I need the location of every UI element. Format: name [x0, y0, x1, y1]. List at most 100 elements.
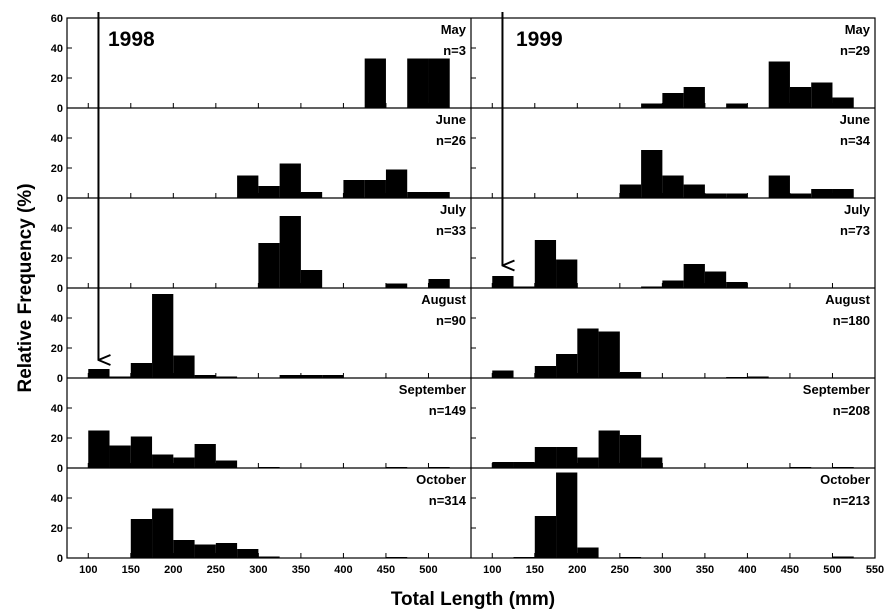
x-tick-label: 100 [79, 564, 97, 576]
histogram-bar [556, 447, 578, 468]
sample-size-label: n=149 [429, 403, 466, 418]
histogram-bar [109, 445, 131, 468]
x-tick-label: 350 [696, 564, 714, 576]
histogram-bar [173, 457, 195, 468]
histogram-bar [300, 192, 323, 198]
x-axis-title: Total Length (mm) [391, 589, 555, 609]
x-tick-label: 300 [653, 564, 671, 576]
sample-size-label: n=90 [436, 313, 466, 328]
month-label: July [440, 202, 467, 217]
histogram-bar [279, 375, 301, 378]
histogram-bar [258, 556, 280, 558]
y-axis-title: Relative Frequency (%) [15, 183, 36, 392]
histogram-bar [492, 370, 514, 378]
histogram-bar [407, 58, 429, 108]
histogram-bar [173, 355, 195, 378]
histogram-bar [641, 457, 663, 468]
histogram-bar [364, 58, 386, 108]
histogram-bar [832, 97, 854, 108]
x-tick-label: 450 [781, 564, 799, 576]
x-tick-label: 500 [419, 564, 437, 576]
y-tick-label: 0 [57, 373, 63, 385]
y-tick-label: 40 [51, 493, 63, 505]
y-tick-label: 40 [51, 223, 63, 235]
histogram-bar [534, 366, 557, 378]
y-tick-label: 20 [51, 253, 63, 265]
y-tick-label: 20 [51, 433, 63, 445]
histogram-bar [385, 467, 408, 468]
histogram-bar [747, 376, 769, 378]
y-tick-label: 40 [51, 313, 63, 325]
sample-size-label: n=29 [840, 43, 870, 58]
histogram-bar [152, 454, 174, 468]
histogram-bar [832, 467, 854, 468]
x-tick-label: 250 [611, 564, 629, 576]
month-label: August [825, 292, 870, 307]
histogram-bar [534, 447, 557, 468]
histogram-bar [598, 331, 620, 378]
month-label: July [844, 202, 871, 217]
histogram-bar [300, 375, 323, 378]
histogram-bars [88, 58, 854, 558]
sample-size-label: n=314 [429, 493, 467, 508]
month-label: September [803, 382, 870, 397]
histogram-bar [513, 286, 535, 288]
histogram-bar [556, 354, 578, 378]
histogram-bar [619, 557, 642, 558]
y-tick-label: 20 [51, 163, 63, 175]
y-tick-label: 40 [51, 43, 63, 55]
x-tick-label: 250 [207, 564, 225, 576]
histogram-bar [492, 276, 514, 288]
month-label: August [421, 292, 466, 307]
x-tick-label: 350 [292, 564, 310, 576]
histogram-bar [88, 369, 110, 378]
histogram-bar [322, 375, 344, 378]
month-label: May [441, 22, 467, 37]
histogram-bar [832, 189, 854, 198]
sample-size-label: n=213 [833, 493, 870, 508]
histogram-bar [152, 508, 174, 558]
x-tick-label: 150 [122, 564, 140, 576]
month-label: October [416, 472, 466, 487]
sample-size-label: n=34 [840, 133, 871, 148]
x-tick-label: 300 [249, 564, 267, 576]
histogram-bar [577, 547, 599, 558]
y-tick-label: 20 [51, 343, 63, 355]
histogram-bar [237, 549, 259, 558]
year-label: 1999 [516, 28, 563, 51]
y-tick-label: 40 [51, 133, 63, 145]
x-tick-label: 100 [483, 564, 501, 576]
histogram-bar [492, 462, 514, 468]
x-tick-label: 400 [738, 564, 756, 576]
histogram-bar [704, 271, 727, 288]
sample-size-label: n=33 [436, 223, 466, 238]
month-label: June [436, 112, 466, 127]
histogram-bar [428, 467, 450, 468]
y-tick-label: 60 [51, 13, 63, 25]
histogram-bar [194, 444, 216, 468]
histogram-bar [811, 82, 833, 108]
histogram-bar [300, 270, 323, 288]
histogram-bar [513, 557, 535, 558]
histogram-bar [258, 243, 280, 288]
histogram-bar [641, 150, 663, 198]
sample-size-label: n=180 [833, 313, 870, 328]
axis-ticks: 100 150 200 250 300 350 400 450 500 100 150 200 250 3… [51, 13, 884, 576]
histogram-bar [513, 462, 535, 468]
histogram-bar [811, 189, 833, 198]
sample-size-label: n=73 [840, 223, 870, 238]
histogram-bar [619, 435, 642, 468]
y-tick-label: 0 [57, 103, 63, 115]
histogram-bar [704, 193, 727, 198]
histogram-bar [364, 180, 386, 198]
sample-size-label: n=26 [436, 133, 466, 148]
month-label: October [820, 472, 870, 487]
histogram-bar [385, 557, 408, 558]
histogram-bar [428, 192, 450, 198]
histogram-bar [534, 516, 557, 558]
histogram-bar [726, 103, 748, 108]
histogram-bar [215, 543, 238, 558]
histogram-bar [619, 372, 642, 378]
histogram-bar [619, 184, 642, 198]
y-tick-label: 0 [57, 283, 63, 295]
